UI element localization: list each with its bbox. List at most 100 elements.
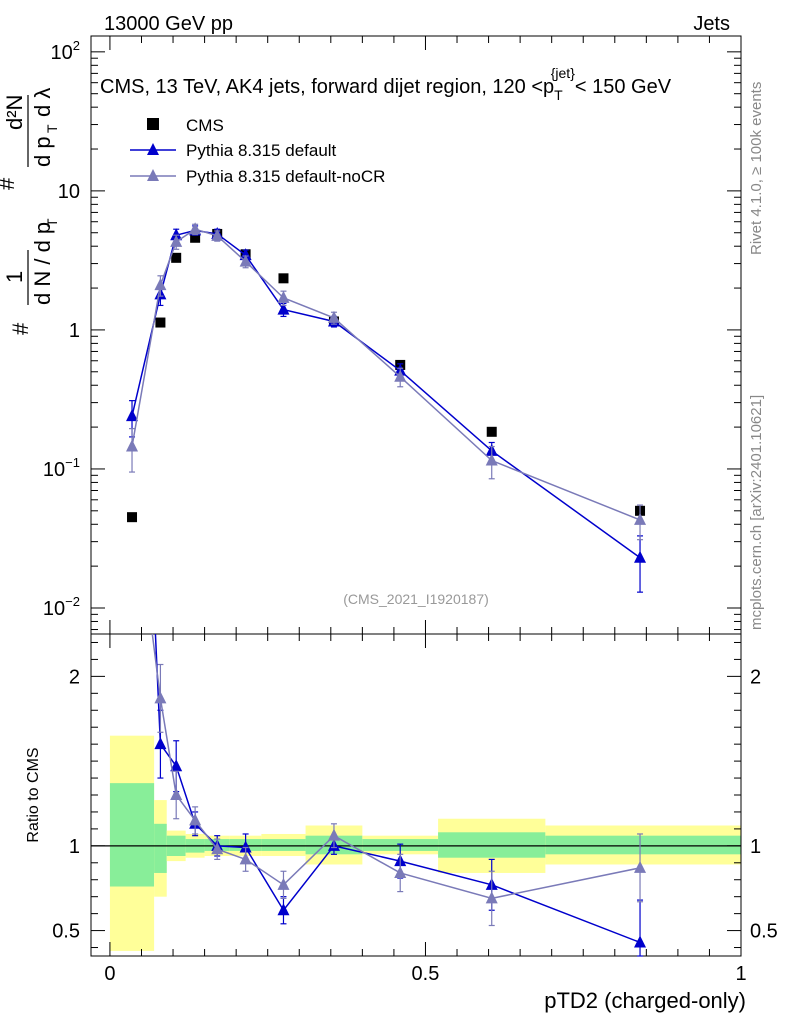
title-sub: T (554, 87, 563, 103)
ratio-line-0 (154, 633, 641, 944)
ratio-band-inner (261, 839, 306, 851)
series-point-2 (277, 290, 290, 303)
ratio-series-layer (151, 633, 647, 957)
ratio-y-tick-label: 1 (69, 836, 80, 858)
title-post: < 150 GeV (575, 76, 672, 98)
analysis-tag: (CMS_2021_I1920187) (343, 591, 489, 607)
ratio-band-inner (438, 832, 546, 858)
legend-label-default: Pythia 8.315 default (186, 141, 337, 160)
mcplots-label: mcplots.cern.ch [arXiv:2401.10621] (748, 395, 765, 630)
series-line-2 (131, 228, 641, 521)
y-tick-label: 10 (58, 181, 80, 203)
ratio-point-1 (154, 691, 167, 704)
ratio-point-1 (277, 877, 290, 890)
y-tick-label: 102 (51, 38, 80, 64)
cms-data-point (486, 426, 497, 437)
legend: CMS Pythia 8.315 default Pythia 8.315 de… (130, 116, 385, 186)
y-tick-label-exp: −2 (65, 594, 80, 609)
header-left: 13000 GeV pp (104, 13, 233, 35)
series-point-2 (154, 278, 167, 291)
series-line-1 (131, 229, 641, 559)
legend-marker-default (147, 143, 159, 155)
ratio-point-1 (189, 813, 202, 826)
ratio-y-tick-label: 0.5 (52, 921, 80, 943)
series-point-2 (327, 310, 340, 323)
ylabel-den: d N / d p (30, 222, 55, 305)
ylabel-den2-sub: T (44, 124, 60, 133)
series-point-1 (634, 550, 647, 563)
ratio-y-tick-label-right: 2 (750, 666, 761, 688)
cms-data-point (155, 317, 166, 328)
x-tick-labels: 0 0.5 1 (104, 963, 746, 985)
series-point-2 (126, 439, 139, 452)
y-tick-label-base: 10 (43, 598, 65, 620)
ratio-band-inner (109, 783, 155, 887)
ratio-point-0 (239, 840, 252, 853)
ratio-ticks (91, 634, 742, 956)
series-point-2 (394, 369, 407, 382)
series-point-2 (239, 254, 252, 267)
title-pre: CMS, 13 TeV, AK4 jets, forward dijet reg… (100, 76, 554, 98)
ratio-point-0 (277, 903, 290, 916)
ylabel-lambda: d λ (30, 88, 55, 117)
ratio-point-1 (485, 891, 498, 904)
ratio-y-tick-labels: 0.5 1 2 0.5 1 2 (52, 666, 778, 942)
ratio-point-1 (394, 865, 407, 878)
x-axis-label: pTD2 (charged-only) (544, 988, 746, 1013)
main-series-layer (126, 222, 647, 593)
cms-data-point (190, 232, 201, 243)
ratio-point-0 (170, 759, 183, 772)
legend-label-cms: CMS (186, 116, 224, 135)
legend-marker-nocr (147, 169, 159, 181)
legend-label-nocr: Pythia 8.315 default-noCR (186, 167, 385, 186)
ylabel-hash: # (8, 322, 33, 335)
main-y-label: # 1 d N / d p T # d²N d p T d λ (0, 88, 60, 335)
x-tick-label: 0.5 (412, 963, 440, 985)
ratio-point-1 (170, 788, 183, 800)
series-point-1 (239, 248, 252, 261)
ratio-panel: 0.5 1 2 0.5 1 2 0 0.5 1 Ratio to CMS pTD… (25, 633, 778, 1013)
legend-marker-cms (147, 118, 159, 130)
ratio-bands (109, 735, 741, 951)
x-tick-label: 0 (104, 963, 115, 985)
y-tick-label: 1 (69, 320, 80, 342)
ylabel-den-sub: T (44, 218, 60, 227)
y-tick-label: 10−1 (43, 455, 80, 481)
ylabel-num: d²N (2, 95, 27, 130)
cms-data-point (171, 252, 182, 263)
ylabel-one: 1 (2, 271, 27, 283)
chart-title: CMS, 13 TeV, AK4 jets, forward dijet reg… (100, 65, 672, 103)
y-tick-label-exp: −1 (65, 455, 80, 470)
series-point-2 (485, 453, 498, 466)
ratio-y-tick-label: 2 (69, 666, 80, 688)
ylabel-hash-2: # (0, 177, 19, 190)
ratio-frame (90, 633, 742, 957)
ratio-point-0 (154, 737, 167, 750)
series-point-1 (277, 302, 290, 315)
y-tick-label-exp: 2 (73, 38, 80, 53)
ratio-y-label: Ratio to CMS (25, 747, 42, 842)
ratio-point-1 (211, 842, 224, 855)
series-point-1 (126, 409, 139, 422)
main-panel: 10−2 10−1 1 10 102 CMS, 13 TeV, AK4 jets… (0, 35, 742, 635)
y-tick-label-base: 10 (58, 181, 80, 203)
ratio-band-inner (154, 823, 167, 873)
title-sup: {jet} (551, 65, 575, 81)
series-point-1 (170, 228, 183, 241)
x-tick-label: 1 (735, 963, 746, 985)
ratio-point-1 (327, 828, 340, 841)
series-point-2 (211, 228, 224, 241)
ratio-point-0 (634, 935, 647, 948)
series-point-2 (634, 512, 647, 525)
y-tick-label: 10−2 (43, 594, 80, 620)
cms-data-point (127, 512, 138, 523)
y-tick-label-base: 10 (43, 459, 65, 481)
cms-data-point (278, 273, 289, 284)
ratio-point-1 (239, 852, 252, 865)
y-tick-label-base: 1 (69, 320, 80, 342)
ratio-point-1 (634, 860, 647, 873)
rivet-label: Rivet 4.1.0, ≥ 100k events (748, 82, 765, 255)
main-y-tick-labels: 10−2 10−1 1 10 102 (43, 38, 80, 620)
header-right: Jets (693, 13, 730, 35)
